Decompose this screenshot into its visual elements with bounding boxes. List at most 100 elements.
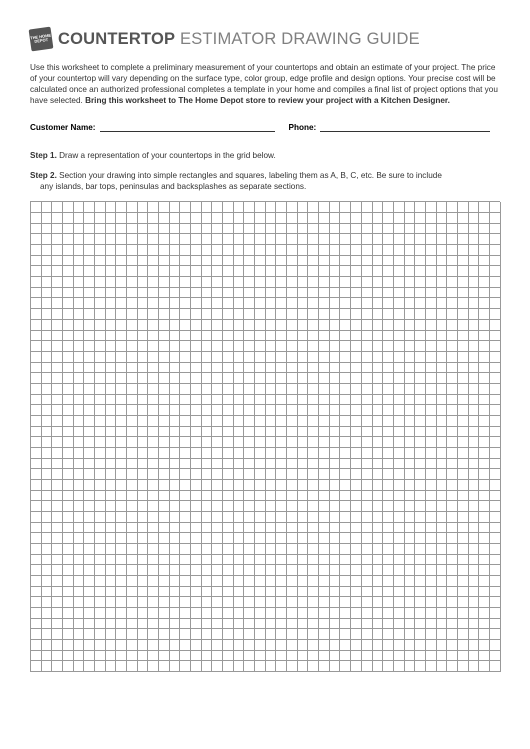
- grid-cell: [127, 234, 138, 245]
- grid-cell: [447, 405, 458, 416]
- grid-cell: [84, 469, 95, 480]
- grid-cell: [458, 363, 469, 374]
- grid-row: [31, 555, 500, 566]
- grid-cell: [191, 405, 202, 416]
- grid-cell: [447, 523, 458, 534]
- grid-cell: [276, 480, 287, 491]
- grid-cell: [116, 608, 127, 619]
- grid-cell: [415, 384, 426, 395]
- grid-cell: [180, 266, 191, 277]
- grid-cell: [479, 309, 490, 320]
- phone-input-line[interactable]: [320, 122, 490, 132]
- grid-cell: [31, 587, 42, 598]
- grid-cell: [266, 661, 277, 672]
- grid-cell: [394, 224, 405, 235]
- grid-cell: [362, 256, 373, 267]
- grid-cell: [223, 565, 234, 576]
- grid-cell: [52, 651, 63, 662]
- grid-cell: [74, 373, 85, 384]
- grid-row: [31, 256, 500, 267]
- grid-cell: [255, 533, 266, 544]
- customer-name-input-line[interactable]: [100, 122, 275, 132]
- grid-cell: [31, 416, 42, 427]
- grid-cell: [437, 651, 448, 662]
- grid-row: [31, 501, 500, 512]
- grid-cell: [298, 331, 309, 342]
- grid-cell: [223, 405, 234, 416]
- grid-cell: [330, 373, 341, 384]
- grid-cell: [84, 395, 95, 406]
- grid-cell: [266, 224, 277, 235]
- grid-cell: [266, 576, 277, 587]
- grid-cell: [426, 266, 437, 277]
- grid-cell: [180, 533, 191, 544]
- grid-cell: [212, 587, 223, 598]
- grid-cell: [63, 405, 74, 416]
- grid-cell: [148, 597, 159, 608]
- grid-cell: [362, 533, 373, 544]
- grid-cell: [170, 202, 181, 213]
- grid-cell: [351, 544, 362, 555]
- grid-cell: [319, 277, 330, 288]
- grid-cell: [95, 320, 106, 331]
- grid-cell: [148, 234, 159, 245]
- grid-cell: [447, 245, 458, 256]
- grid-cell: [31, 288, 42, 299]
- grid-cell: [458, 501, 469, 512]
- grid-cell: [202, 320, 213, 331]
- grid-cell: [426, 629, 437, 640]
- grid-cell: [31, 341, 42, 352]
- grid-cell: [276, 661, 287, 672]
- grid-cell: [52, 480, 63, 491]
- grid-cell: [52, 491, 63, 502]
- grid-cell: [319, 395, 330, 406]
- grid-cell: [159, 597, 170, 608]
- grid-cell: [437, 640, 448, 651]
- grid-cell: [84, 309, 95, 320]
- grid-cell: [469, 213, 480, 224]
- grid-cell: [351, 619, 362, 630]
- grid-cell: [298, 459, 309, 470]
- grid-cell: [479, 619, 490, 630]
- grid-cell: [74, 405, 85, 416]
- grid-cell: [191, 320, 202, 331]
- grid-cell: [362, 384, 373, 395]
- grid-cell: [373, 459, 384, 470]
- grid-cell: [244, 384, 255, 395]
- grid-cell: [42, 565, 53, 576]
- grid-cell: [373, 427, 384, 438]
- grid-cell: [308, 619, 319, 630]
- grid-cell: [373, 298, 384, 309]
- grid-cell: [340, 448, 351, 459]
- grid-cell: [255, 512, 266, 523]
- grid-cell: [437, 512, 448, 523]
- grid-cell: [394, 256, 405, 267]
- grid-cell: [148, 437, 159, 448]
- grid-cell: [180, 298, 191, 309]
- grid-cell: [447, 587, 458, 598]
- grid-cell: [223, 501, 234, 512]
- grid-cell: [74, 331, 85, 342]
- drawing-grid[interactable]: [30, 201, 500, 672]
- grid-cell: [116, 629, 127, 640]
- grid-cell: [138, 480, 149, 491]
- grid-cell: [42, 480, 53, 491]
- grid-cell: [234, 437, 245, 448]
- grid-cell: [255, 427, 266, 438]
- grid-cell: [106, 256, 117, 267]
- grid-cell: [298, 363, 309, 374]
- grid-cell: [84, 576, 95, 587]
- grid-cell: [42, 341, 53, 352]
- grid-cell: [340, 480, 351, 491]
- grid-cell: [159, 587, 170, 598]
- grid-cell: [84, 629, 95, 640]
- grid-cell: [159, 448, 170, 459]
- grid-cell: [106, 587, 117, 598]
- grid-cell: [383, 565, 394, 576]
- grid-cell: [170, 576, 181, 587]
- grid-cell: [394, 480, 405, 491]
- grid-cell: [458, 448, 469, 459]
- grid-cell: [212, 245, 223, 256]
- grid-cell: [255, 619, 266, 630]
- grid-cell: [373, 544, 384, 555]
